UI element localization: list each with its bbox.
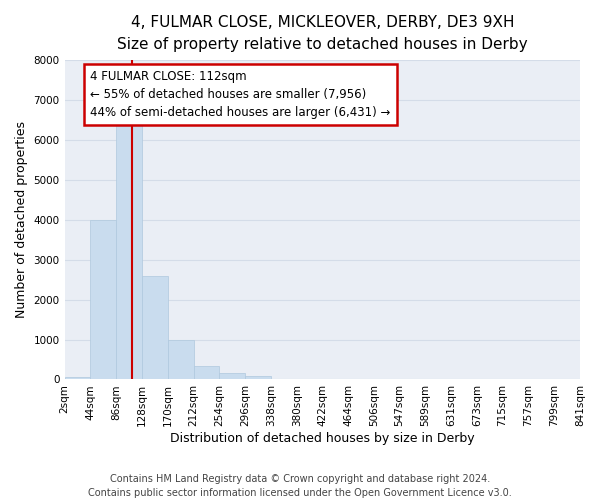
Bar — [220, 374, 245, 380]
Bar — [142, 276, 168, 380]
Bar — [91, 220, 116, 380]
Text: 4 FULMAR CLOSE: 112sqm
← 55% of detached houses are smaller (7,956)
44% of semi-: 4 FULMAR CLOSE: 112sqm ← 55% of detached… — [91, 70, 391, 120]
Text: Contains HM Land Registry data © Crown copyright and database right 2024.
Contai: Contains HM Land Registry data © Crown c… — [88, 474, 512, 498]
Title: 4, FULMAR CLOSE, MICKLEOVER, DERBY, DE3 9XH
Size of property relative to detache: 4, FULMAR CLOSE, MICKLEOVER, DERBY, DE3 … — [117, 15, 527, 52]
Bar — [65, 377, 91, 380]
Bar — [168, 340, 194, 380]
X-axis label: Distribution of detached houses by size in Derby: Distribution of detached houses by size … — [170, 432, 475, 445]
Y-axis label: Number of detached properties: Number of detached properties — [15, 122, 28, 318]
Bar — [245, 376, 271, 380]
Bar — [194, 366, 220, 380]
Bar — [116, 116, 142, 380]
